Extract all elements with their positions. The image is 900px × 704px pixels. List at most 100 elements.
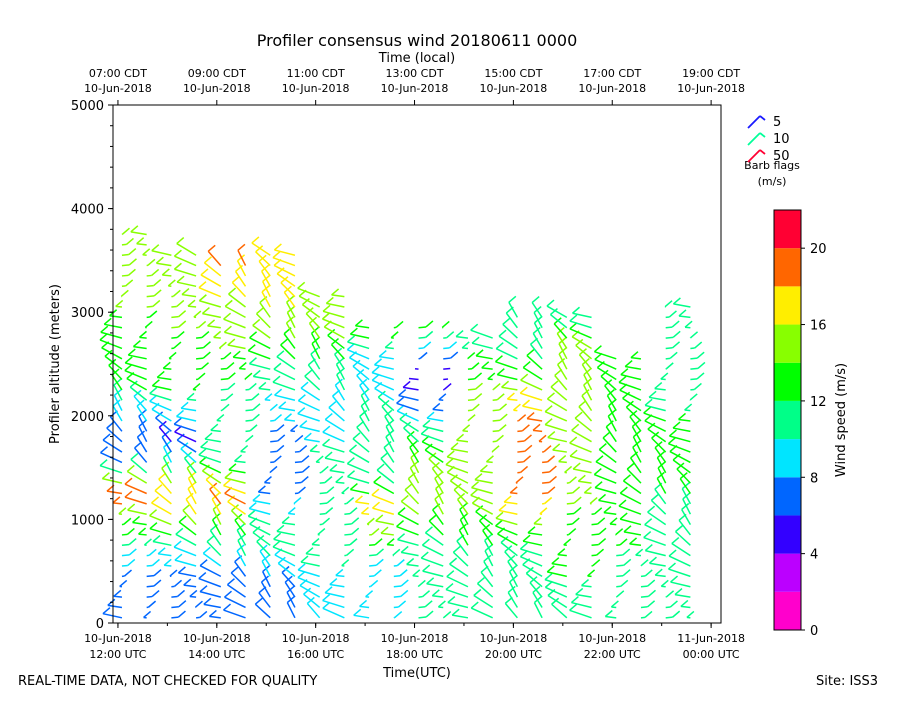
- barb-flag: [342, 487, 349, 493]
- barb-shaft: [476, 356, 493, 359]
- barb-shaft: [542, 482, 549, 483]
- barb-flag: [426, 611, 433, 617]
- barb-flag: [631, 352, 638, 358]
- barb-flag: [570, 604, 577, 610]
- barb-flag: [669, 430, 676, 436]
- barb-flag: [457, 434, 464, 440]
- barb-flag: [397, 397, 404, 403]
- barb-flag: [204, 598, 211, 604]
- barb-shaft: [369, 555, 376, 556]
- barb-flag: [224, 313, 231, 319]
- barb-flag: [232, 276, 239, 282]
- x-tick-label-date: 10-Jun-2018: [84, 632, 152, 645]
- top-tick-label-time: 07:00 CDT: [89, 67, 147, 80]
- colorbar-band: [774, 325, 801, 363]
- barb-flag: [471, 324, 478, 330]
- barb-flag: [253, 370, 260, 376]
- x-tick-label-time: 14:00 UTC: [188, 648, 245, 661]
- barb-shaft: [174, 269, 196, 276]
- barb-shaft: [619, 506, 641, 514]
- barb-flag: [500, 414, 507, 420]
- barb-shaft: [448, 603, 468, 608]
- barb-flag: [446, 459, 453, 465]
- barb-flag: [624, 526, 631, 532]
- barb-flag: [270, 466, 277, 472]
- barb-shaft: [379, 357, 394, 359]
- barb-flag: [492, 446, 499, 452]
- barb-shaft: [376, 521, 394, 525]
- barb-shaft: [397, 527, 419, 535]
- barb-flag: [371, 580, 378, 586]
- barb-flag: [249, 358, 256, 364]
- barb-flag: [252, 414, 259, 420]
- barb-flag: [545, 498, 552, 504]
- barb-flag: [559, 456, 566, 462]
- barb-shaft: [253, 325, 271, 338]
- barb-shaft: [137, 244, 147, 245]
- barb-flag: [673, 422, 680, 428]
- barb-flag: [477, 578, 484, 584]
- barb-flag: [426, 331, 433, 337]
- barb-shaft: [304, 439, 319, 442]
- barb-shaft: [570, 610, 592, 618]
- x-tick-label-date: 10-Jun-2018: [381, 632, 449, 645]
- barb-shaft: [675, 595, 690, 598]
- barb-shaft: [520, 393, 542, 400]
- barb-shaft: [158, 554, 171, 556]
- barb-flag: [231, 567, 238, 573]
- barb-flag: [500, 404, 507, 410]
- barb-shaft: [350, 490, 369, 494]
- barb-shaft: [323, 432, 345, 442]
- x-tick-label-date: 10-Jun-2018: [183, 632, 251, 645]
- barb-flag: [549, 466, 556, 472]
- barb-shaft: [323, 608, 345, 618]
- barb-flag: [228, 373, 235, 379]
- barb-flag: [405, 484, 412, 490]
- barb-flag: [170, 570, 177, 576]
- barb-flag: [205, 433, 212, 439]
- barb-flag: [347, 458, 354, 464]
- barb-flag: [377, 464, 384, 470]
- barb-shaft: [456, 337, 468, 339]
- barb-shaft: [673, 460, 690, 473]
- legend-barb-icon: [748, 133, 760, 145]
- x-tick-label-time: 12:00 UTC: [89, 648, 146, 661]
- barb-flag: [154, 570, 161, 576]
- barb-flag: [199, 321, 206, 327]
- barb-shaft: [419, 607, 426, 608]
- barb-flag: [393, 549, 400, 555]
- barb-flag: [644, 407, 651, 413]
- barb-flag: [381, 527, 388, 533]
- barb-flag: [329, 402, 336, 408]
- barb-shaft: [690, 379, 697, 380]
- barb-shaft: [275, 555, 295, 566]
- barb-flag: [101, 447, 108, 453]
- barb-flag: [301, 382, 308, 388]
- barb-flag: [584, 487, 591, 493]
- barb-flag: [450, 558, 457, 564]
- barb-flag: [325, 477, 332, 483]
- barb-shaft: [649, 563, 665, 566]
- barb-flag: [279, 402, 286, 408]
- barb-flag: [648, 590, 655, 596]
- barb-shaft: [139, 534, 147, 535]
- barb-flag: [475, 373, 482, 379]
- barb-flag: [168, 280, 175, 286]
- barb-flag: [374, 570, 381, 576]
- barb-flag: [544, 446, 551, 452]
- barb-flag: [645, 570, 652, 576]
- barb-flag: [124, 518, 131, 524]
- barb-flag: [152, 269, 159, 275]
- barb-shaft: [228, 502, 246, 515]
- barb-flag: [273, 252, 280, 258]
- barb-shaft: [616, 555, 622, 556]
- barb-flag: [605, 610, 612, 616]
- barb-flag: [616, 529, 623, 535]
- barb-shaft: [325, 458, 344, 462]
- barb-flag: [298, 395, 305, 401]
- barb-flag: [527, 350, 534, 356]
- barb-flag: [598, 518, 605, 524]
- barb-flag: [193, 384, 200, 390]
- barb-shaft: [209, 616, 220, 617]
- barb-flag: [666, 363, 673, 369]
